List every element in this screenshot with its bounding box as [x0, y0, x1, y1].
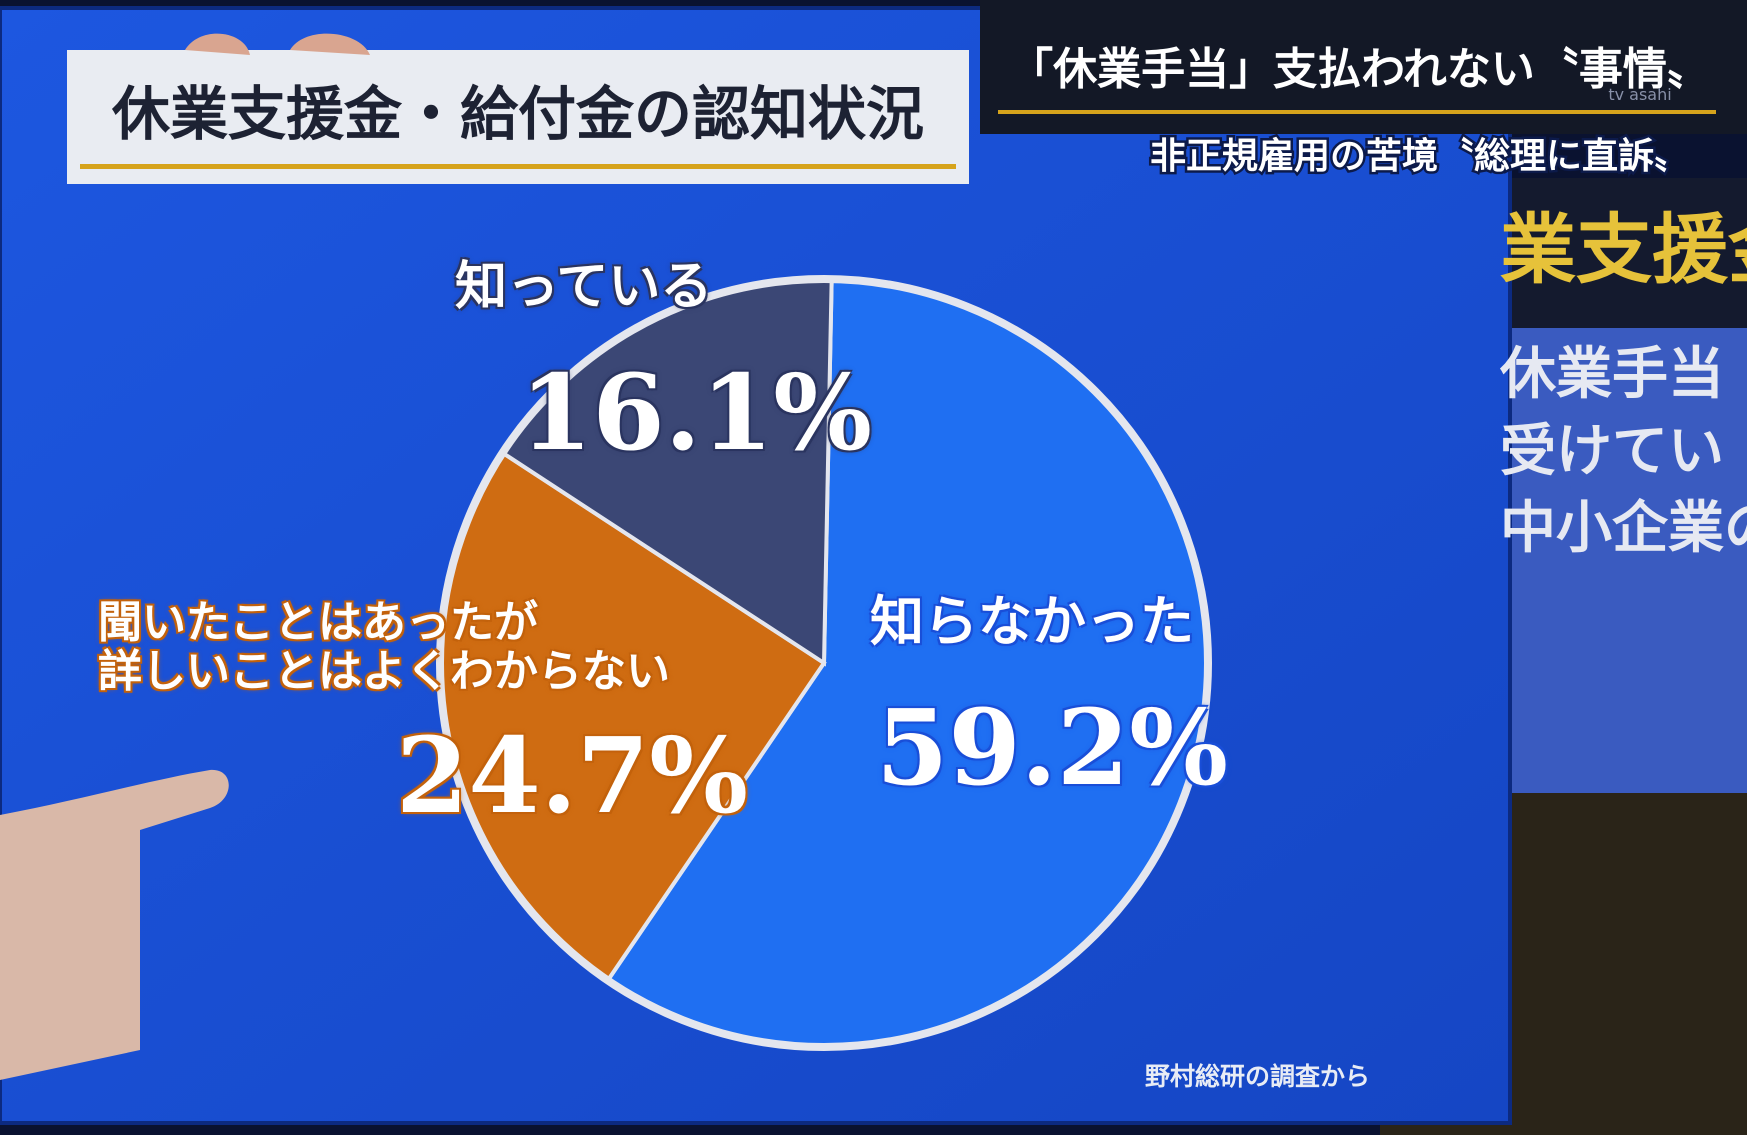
pie [436, 275, 1212, 1051]
board-edge [0, 6, 1512, 1125]
side-line: 中小企業の [1500, 496, 1747, 561]
side-line: 休業手当 [1499, 342, 1724, 407]
side-line: 受けてい [1500, 419, 1724, 484]
subheadline: 非正規雇用の苦境〝総理に直訴〟 [1150, 136, 1690, 177]
side-panel-band [1498, 178, 1747, 328]
value-label: 24.7% [396, 714, 749, 837]
headline: 「休業手当」支払われない〝事情〟 [1009, 44, 1711, 95]
slice-label: 知らなかった [870, 590, 1194, 653]
hand [0, 769, 229, 1080]
fingers [185, 33, 370, 55]
headline-underline [998, 110, 1716, 114]
title-box [67, 50, 969, 184]
title-underline [80, 164, 956, 169]
chart-title: 休業支援金・給付金の認知状況 [111, 80, 924, 148]
source: 野村総研の調査から [1145, 1062, 1370, 1091]
value-label: 59.2% [876, 686, 1229, 809]
slice-label: 知っている [455, 257, 713, 317]
value-label: 16.1% [520, 351, 873, 474]
watermark: tv asahi [1608, 85, 1671, 104]
pie-rim [436, 275, 1212, 1051]
side-heading: 業支援金 [1500, 205, 1747, 294]
slice-label: 聞いたことはあったが 詳しいことはよくわからない [98, 597, 670, 698]
